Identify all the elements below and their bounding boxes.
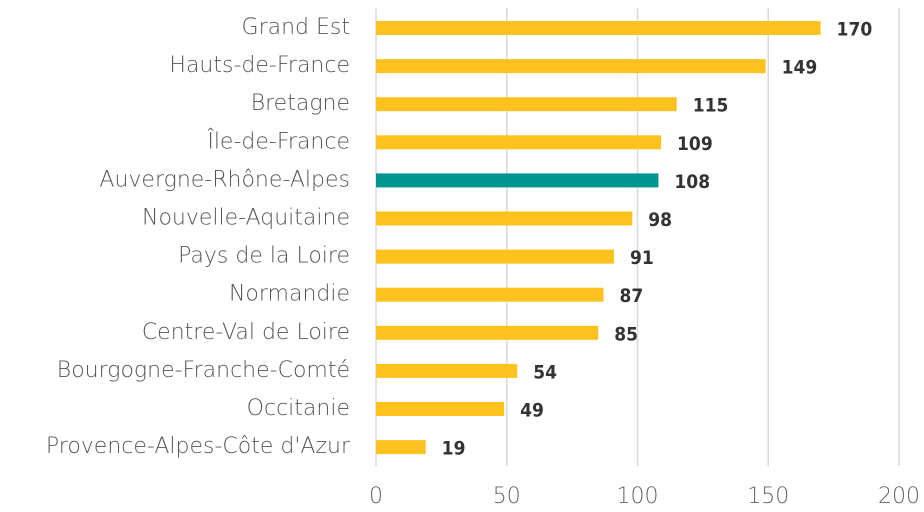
y-tick-label: Île-de-France	[207, 128, 350, 154]
bar	[376, 440, 426, 455]
value-label: 91	[630, 247, 654, 269]
value-label: 49	[520, 400, 544, 422]
bar	[376, 211, 633, 226]
bar	[376, 135, 662, 150]
value-label: 149	[782, 57, 818, 79]
bar	[376, 325, 599, 340]
value-label: 19	[442, 438, 466, 460]
bar	[376, 287, 604, 302]
y-tick-label: Bretagne	[251, 91, 350, 116]
y-tick-label: Auvergne-Rhône-Alpes	[99, 167, 350, 192]
bar	[376, 59, 766, 74]
value-label: 85	[614, 323, 638, 345]
x-tick-label: 50	[493, 484, 521, 509]
bar	[376, 97, 677, 112]
x-tick-label: 200	[878, 484, 920, 509]
y-tick-label: Centre-Val de Loire	[142, 320, 350, 345]
bar	[376, 249, 614, 264]
bar	[376, 173, 659, 188]
x-tick-label: 150	[747, 484, 789, 509]
value-label: 109	[677, 133, 713, 155]
y-tick-label: Pays de la Loire	[178, 244, 350, 269]
value-label: 115	[693, 95, 729, 117]
y-tick-label: Normandie	[229, 282, 350, 307]
y-tick-label: Hauts-de-France	[169, 53, 350, 78]
bar	[376, 402, 505, 416]
y-tick-label: Bourgogne-Franche-Comté	[57, 358, 350, 383]
y-tick-label: Grand Est	[242, 15, 350, 40]
bar	[376, 21, 821, 35]
value-label: 108	[674, 171, 710, 193]
value-label: 170	[837, 19, 873, 41]
value-label: 87	[620, 285, 644, 307]
x-tick-label: 100	[617, 484, 659, 509]
value-label: 54	[533, 361, 557, 383]
y-tick-label: Provence-Alpes-Côte d'Azur	[46, 434, 351, 459]
value-label: 98	[648, 209, 672, 231]
x-tick-label: 0	[369, 484, 383, 509]
bar	[376, 363, 518, 378]
y-tick-label: Occitanie	[247, 396, 350, 421]
y-tick-label: Nouvelle-Aquitaine	[142, 206, 350, 231]
